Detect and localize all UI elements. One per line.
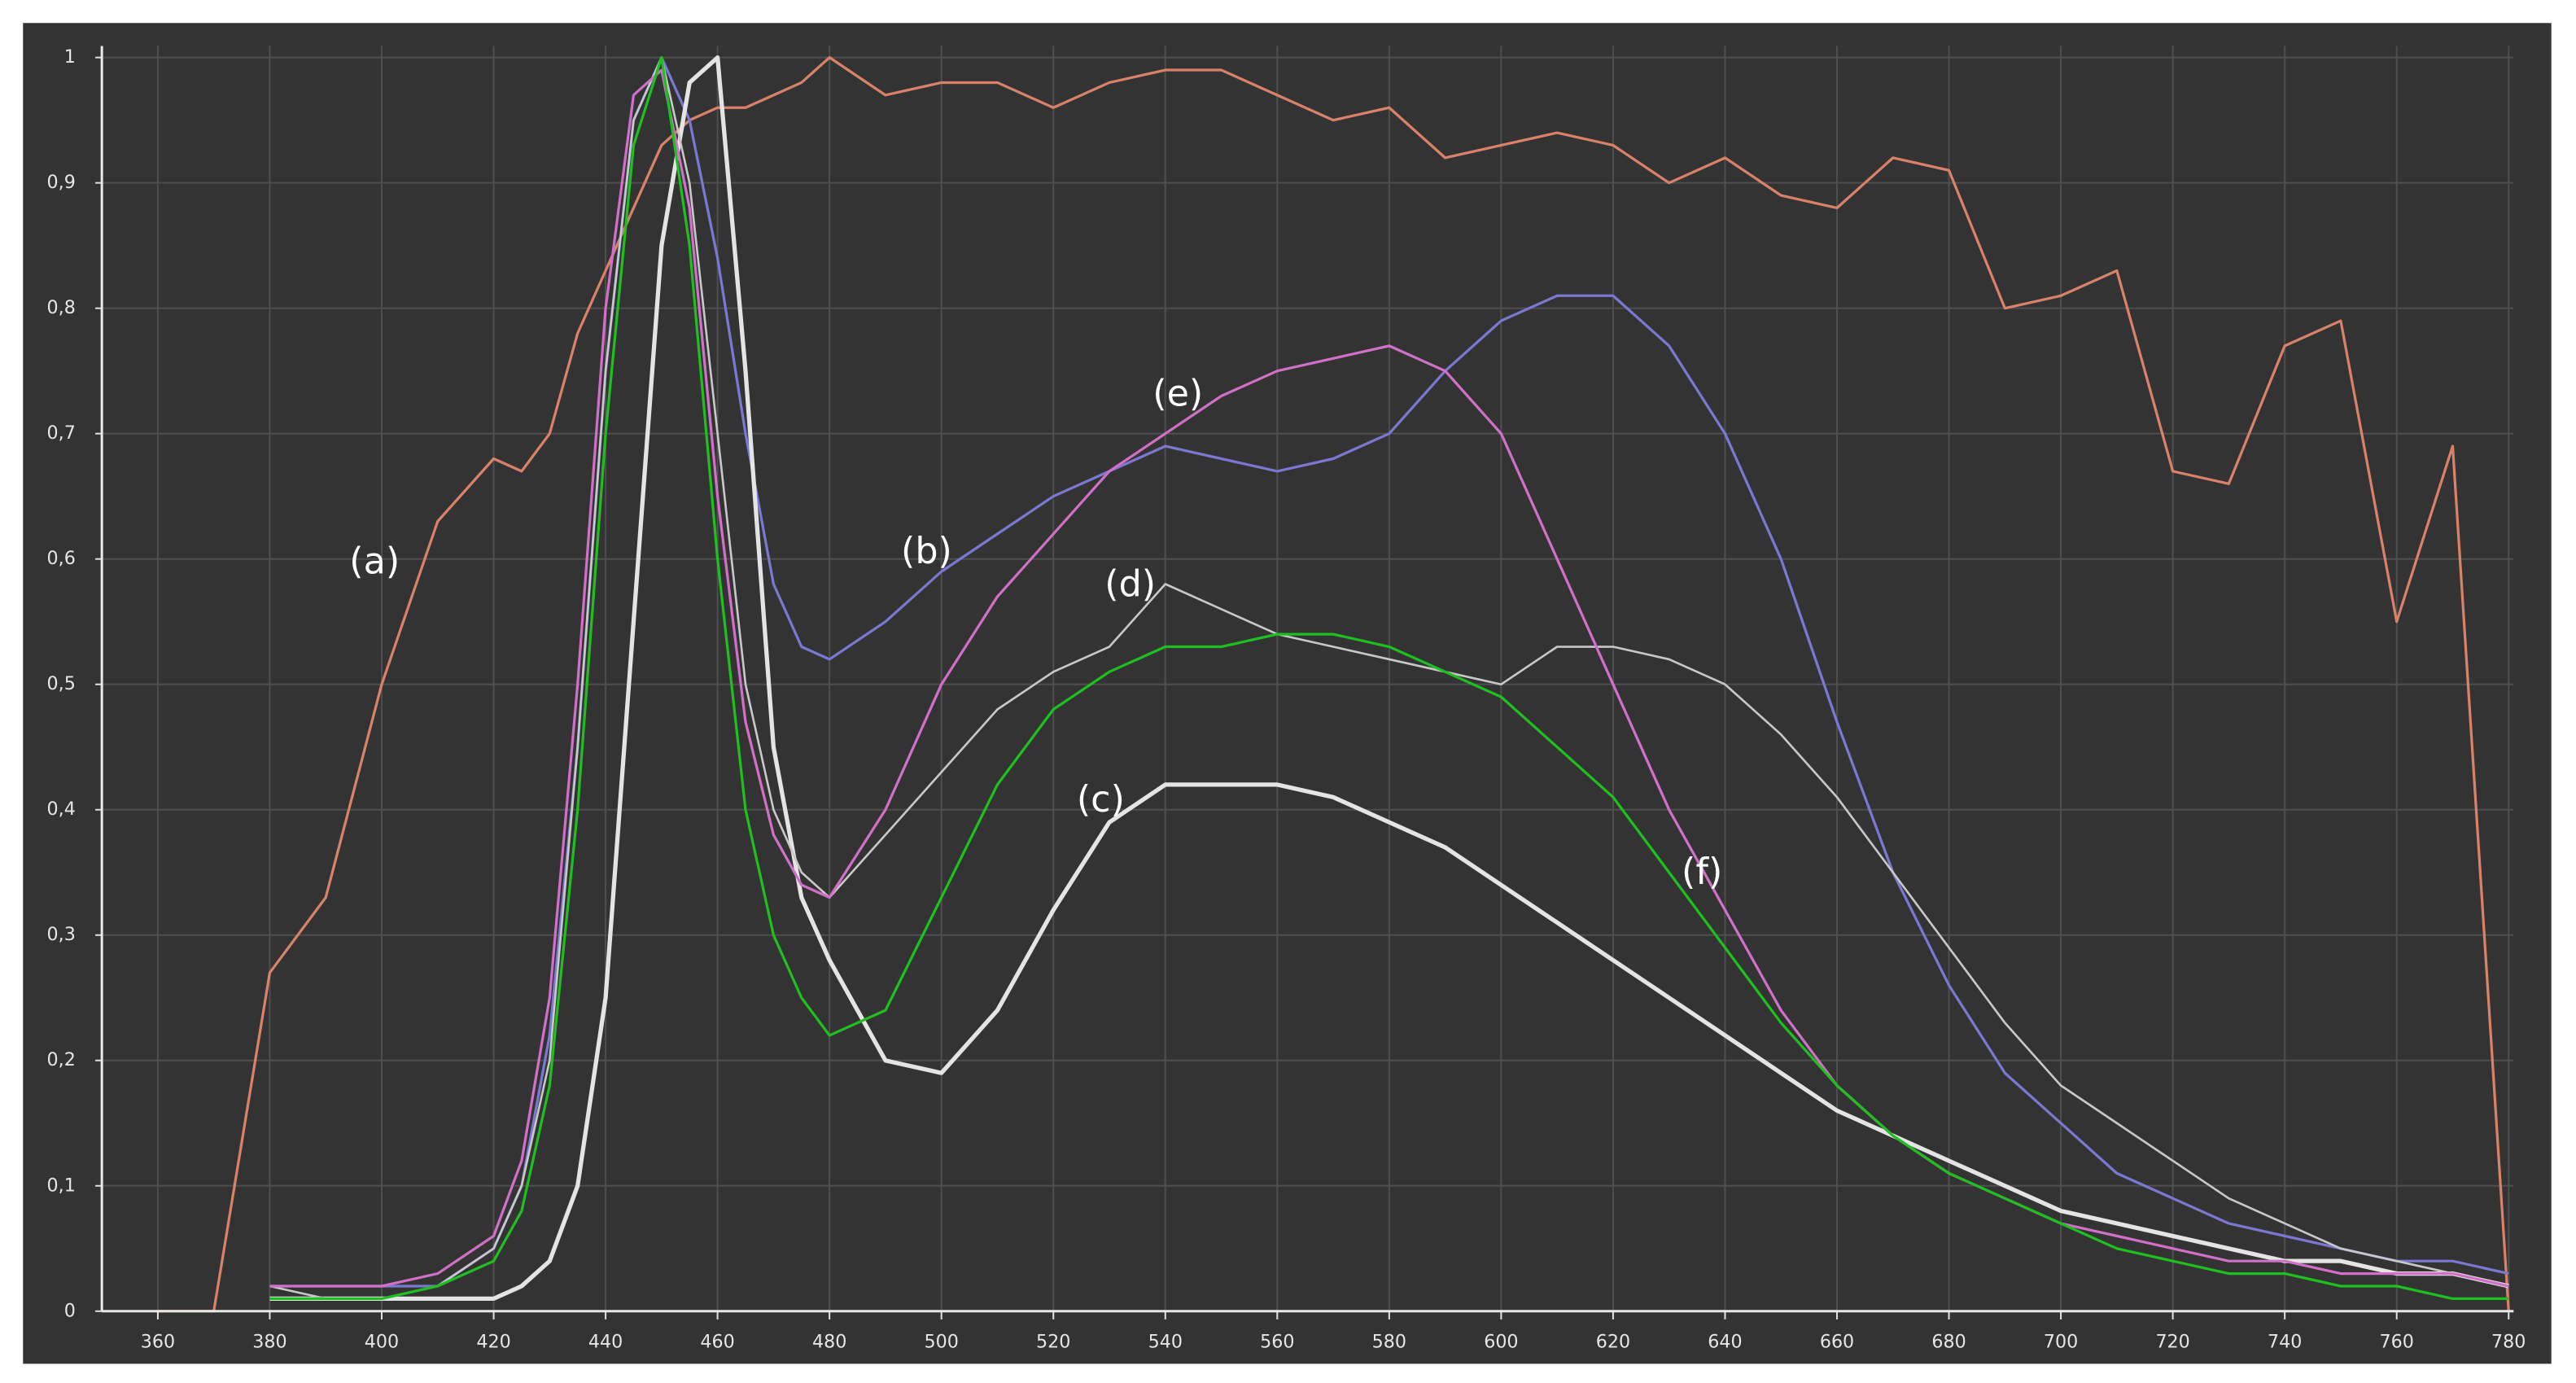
y-tick-label: 0 xyxy=(64,1300,76,1321)
x-tick-label: 460 xyxy=(700,1332,734,1353)
x-tick-label: 720 xyxy=(2155,1332,2189,1353)
series-label: (a) xyxy=(349,541,400,582)
series-line xyxy=(157,56,2510,1313)
series-label: (c) xyxy=(1077,779,1125,821)
lines xyxy=(157,55,2510,1313)
y-tick-label: 0,4 xyxy=(47,799,76,820)
y-tick-label: 1 xyxy=(64,46,76,68)
series-label: (f) xyxy=(1682,851,1722,893)
y-tick-label: 0,6 xyxy=(47,548,76,569)
series-label: (d) xyxy=(1104,564,1156,606)
x-tick-label: 760 xyxy=(2380,1332,2414,1353)
series-label: (b) xyxy=(901,531,952,572)
series-line xyxy=(269,55,2509,1302)
y-tick-label: 0,7 xyxy=(47,422,76,444)
y-tick-label: 0,8 xyxy=(47,297,76,318)
grid xyxy=(102,46,2514,1312)
x-tick-label: 680 xyxy=(1931,1332,1966,1353)
x-tick-label: 520 xyxy=(1036,1332,1070,1353)
series-line xyxy=(269,68,2509,1288)
x-tick-label: 360 xyxy=(141,1332,175,1353)
x-tick-label: 740 xyxy=(2268,1332,2302,1353)
x-tick-label: 620 xyxy=(1596,1332,1630,1353)
y-tick-label: 0,2 xyxy=(47,1049,76,1070)
y-tick-label: 0,1 xyxy=(47,1175,76,1196)
x-tick-label: 580 xyxy=(1372,1332,1406,1353)
x-tick-label: 380 xyxy=(252,1332,286,1353)
x-tick-label: 780 xyxy=(2491,1332,2526,1353)
x-tick-label: 500 xyxy=(925,1332,959,1353)
series-label: (e) xyxy=(1152,373,1203,414)
x-tick-label: 540 xyxy=(1148,1332,1183,1353)
x-tick-label: 640 xyxy=(1708,1332,1742,1353)
x-tick-label: 420 xyxy=(476,1332,510,1353)
y-tick-label: 0,5 xyxy=(47,673,76,694)
x-tick-label: 480 xyxy=(812,1332,846,1353)
x-tick-label: 600 xyxy=(1484,1332,1518,1353)
axes: 0 0,1 0,2 0,3 0,4 0,5 0,6 0,7 0,8 0,9 1 360 380 400 42… xyxy=(47,46,2526,1353)
x-tick-label: 560 xyxy=(1260,1332,1294,1353)
series-line xyxy=(269,56,2509,1300)
plot-background xyxy=(23,23,2552,1364)
x-tick-label: 440 xyxy=(588,1332,623,1353)
series-line xyxy=(269,56,2509,1301)
x-tick-label: 660 xyxy=(1820,1332,1854,1353)
y-tick-label: 0,9 xyxy=(47,172,76,193)
x-tick-label: 400 xyxy=(365,1332,399,1353)
x-tick-label: 700 xyxy=(2044,1332,2078,1353)
y-tick-label: 0,3 xyxy=(47,924,76,945)
